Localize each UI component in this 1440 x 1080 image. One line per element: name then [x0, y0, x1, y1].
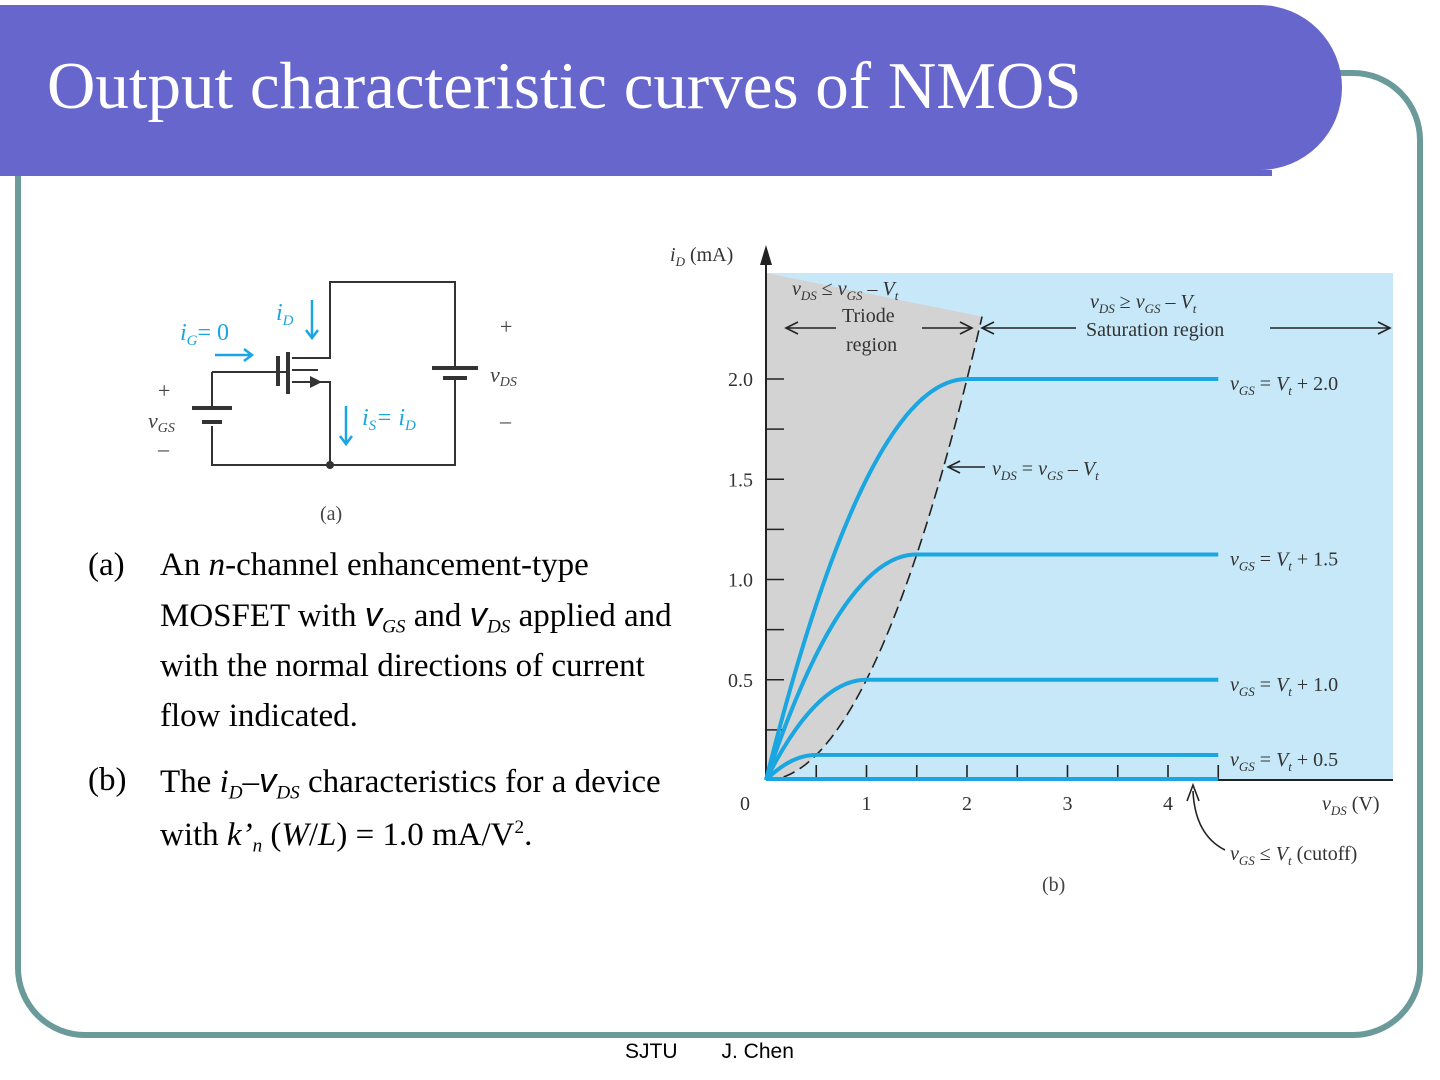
- item-b-text: The iD–vDS characteristics for a device …: [160, 762, 661, 857]
- circuit-caption: (a): [320, 503, 342, 525]
- y-tick-label: 0.5: [728, 670, 753, 692]
- x-tick-label: 0: [740, 793, 750, 815]
- source-arrow: [310, 376, 322, 388]
- description-item-b: (b) The iD–vDS characteristics for a dev…: [88, 755, 688, 862]
- triode-condition: vDS ≤ vGS – Vt: [792, 278, 899, 303]
- y-axis-arrow: [760, 245, 772, 265]
- is-label: iS= iD: [362, 405, 416, 434]
- triode-region: [766, 273, 983, 780]
- triode-label-2: region: [846, 334, 897, 356]
- ground-node: [326, 461, 334, 469]
- figure-description: (a) An n-channel enhancement-type MOSFET…: [88, 540, 688, 876]
- footer-institution: SJTU: [625, 1040, 678, 1063]
- triode-label-1: Triode: [842, 305, 895, 327]
- saturation-condition: vDS ≥ vGS – Vt: [1090, 291, 1197, 316]
- slide-title: Output characteristic curves of NMOS: [47, 49, 1082, 123]
- y-axis-label: iD (mA): [670, 244, 733, 269]
- x-tick-label: 4: [1163, 793, 1173, 815]
- vds-plus: +: [500, 314, 512, 339]
- item-a-text: An n-channel enhancement-type MOSFET wit…: [160, 547, 672, 734]
- nmos-circuit-diagram: iG= 0 iD iS= iD + vGS – + vDS – (a): [148, 281, 517, 525]
- vgs-minus: –: [157, 436, 170, 461]
- item-b-label: (b): [88, 762, 127, 798]
- x-tick-label: 3: [1063, 793, 1073, 815]
- vds-minus: –: [499, 408, 512, 433]
- vgs-battery-long: [192, 406, 232, 410]
- curve-2: [764, 677, 1219, 781]
- x-tick-label: 1: [862, 793, 872, 815]
- cutoff-arrow-head: [1186, 782, 1200, 802]
- vds-battery-long: [432, 366, 478, 370]
- boundary-curve: [765, 316, 983, 781]
- series-label-2: vGS = Vt + 1.0: [1230, 674, 1338, 699]
- series-label-0: vGS = Vt + 2.0: [1230, 373, 1338, 398]
- y-tick-label: 2.0: [728, 369, 753, 391]
- item-a-label: (a): [88, 547, 125, 583]
- chart-caption: (b): [1042, 874, 1065, 896]
- y-tick-label: 1.5: [728, 469, 753, 491]
- footer-author: J. Chen: [721, 1040, 794, 1063]
- boundary-label: vDS = vGS – Vt: [992, 458, 1099, 483]
- ig-label: iG= 0: [180, 320, 229, 349]
- region-arrow-head: [1377, 321, 1392, 335]
- description-item-a: (a) An n-channel enhancement-type MOSFET…: [88, 540, 688, 741]
- gate-plate: [276, 356, 280, 386]
- vds-label: vDS: [490, 362, 517, 390]
- vgs-label: vGS: [148, 408, 175, 436]
- vgs-battery-short: [202, 420, 222, 424]
- cutoff-arrow: [1192, 790, 1226, 851]
- channel-bar: [286, 352, 290, 394]
- series-label-1: vGS = Vt + 1.5: [1230, 548, 1338, 573]
- vgs-plus: +: [158, 378, 170, 403]
- y-tick-label: 1.0: [728, 570, 753, 592]
- curve-1: [764, 552, 1219, 781]
- region-arrow-head: [980, 321, 995, 335]
- series-label-3: vGS = Vt + 0.5: [1230, 749, 1338, 774]
- x-axis-label: vDS (V): [1322, 793, 1380, 818]
- region-arrow-head: [959, 321, 974, 335]
- id-label: iD: [276, 300, 294, 329]
- id-vds-characteristics-chart: 0.5 1.0 1.5 2.0 0 1 2 3 4 vGS = Vt + 2.0 vGS = Vt…: [670, 244, 1393, 896]
- saturation-label: Saturation region: [1086, 319, 1224, 341]
- slide-footer: SJTU J. Chen: [625, 1040, 794, 1064]
- region-arrow-head: [784, 321, 799, 335]
- vds-battery-short: [443, 376, 467, 380]
- title-bar: Output characteristic curves of NMOS: [0, 5, 1342, 170]
- boundary-arrow-head: [946, 460, 961, 474]
- curve-0: [764, 377, 1219, 781]
- title-rule: [0, 170, 1272, 176]
- series-label-cutoff: vGS ≤ Vt (cutoff): [1230, 843, 1357, 868]
- curve-3: [764, 752, 1219, 782]
- x-tick-label: 2: [962, 793, 972, 815]
